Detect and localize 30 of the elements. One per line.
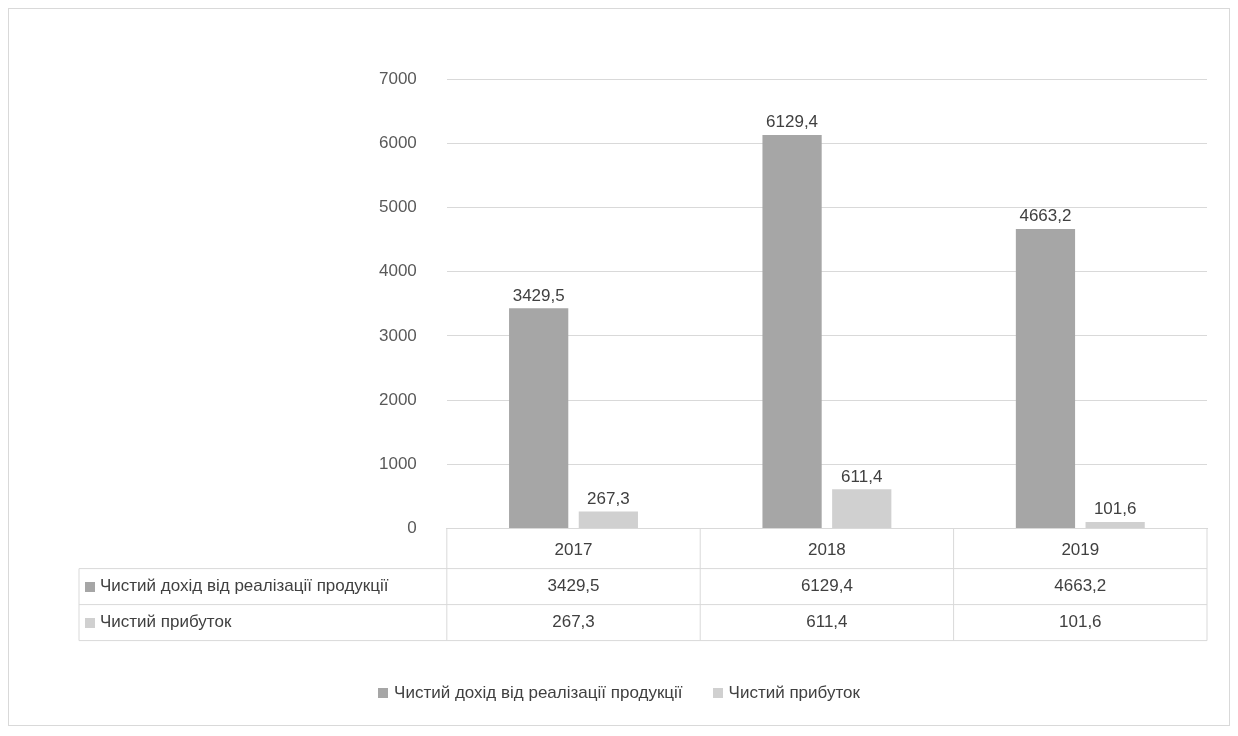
y-tick-label: 4000 [378,261,417,281]
y-tick-label: 1000 [378,454,417,474]
text: 611,4 [841,466,883,486]
text: 267,3 [587,488,630,508]
text: 3429,5 [512,285,565,305]
bar [762,134,822,529]
data-label: 101,6 [1059,612,1102,632]
y-tick-label: 6000 [378,132,417,152]
legend-label: Чистий дохід від реалізації продукції [100,576,389,596]
data-label: 611,4 [806,612,848,632]
data-label: 267,3 [552,612,595,632]
bar [1015,229,1076,529]
text: 4663,2 [1019,206,1072,226]
bar [509,308,569,529]
y-tick-label: 2000 [378,389,417,409]
y-tick-label: 7000 [378,68,417,88]
x-tick-label: 2017 [554,540,593,560]
y-tick-label: 3000 [378,325,417,345]
text: Чистий дохід від реалізації продукції [394,683,683,702]
data-label: 4663,2 [1054,576,1107,596]
y-tick-label: 0 [407,518,417,538]
data-label: 6129,4 [800,576,853,596]
data-label: 3429,5 [547,576,600,596]
text: 6129,4 [766,112,819,132]
legend-label: Чистий прибуток [728,683,860,703]
x-tick-label: 2019 [1061,540,1100,560]
x-tick-label: 2018 [808,540,846,560]
text: Чистий прибуток [100,612,232,632]
text: 101,6 [1093,499,1137,519]
y-tick-label: 5000 [378,197,417,217]
